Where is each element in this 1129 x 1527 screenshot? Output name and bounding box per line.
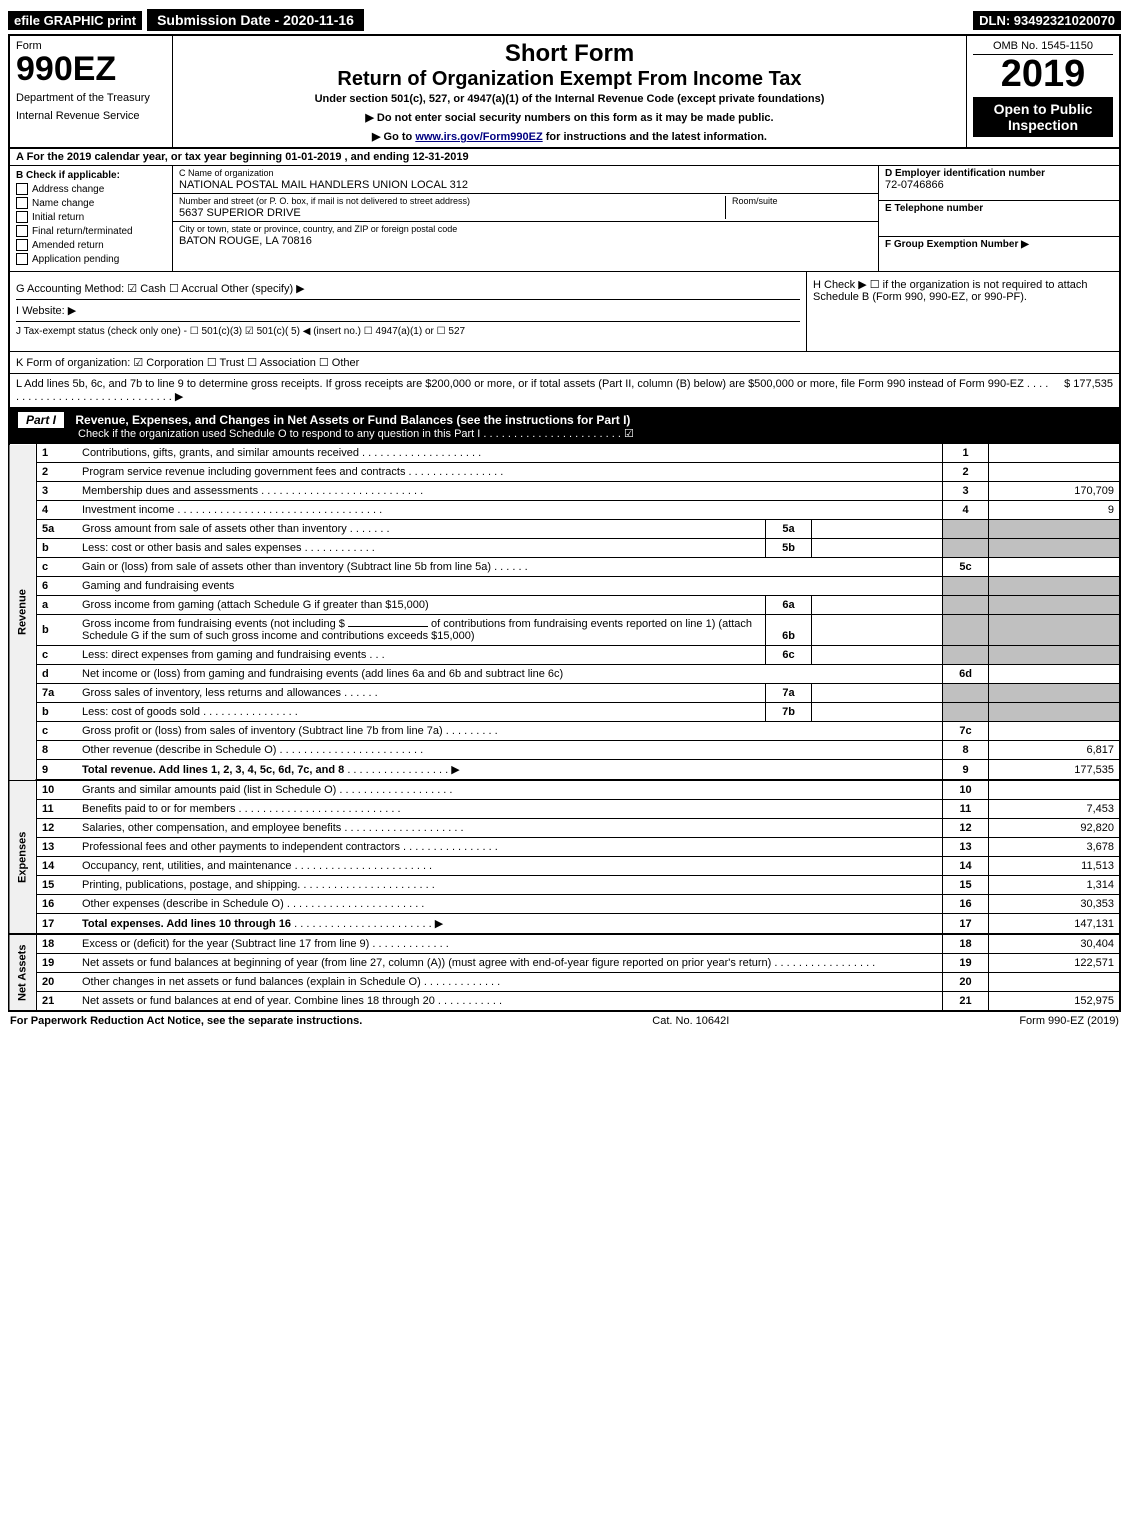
line-6c: c Less: direct expenses from gaming and …	[9, 646, 1120, 665]
beginning-net-assets-value: 122,571	[989, 954, 1121, 973]
return-title: Return of Organization Exempt From Incom…	[181, 68, 958, 91]
line-16: 16 Other expenses (describe in Schedule …	[9, 895, 1120, 914]
check-application-pending[interactable]: Application pending	[16, 253, 166, 265]
benefits-value: 7,453	[989, 800, 1121, 819]
line-7c: c Gross profit or (loss) from sales of i…	[9, 722, 1120, 741]
entity-section: B Check if applicable: Address change Na…	[8, 166, 1121, 272]
section-g: G Accounting Method: ☑ Cash ☐ Accrual Ot…	[16, 282, 800, 300]
line-8: 8 Other revenue (describe in Schedule O)…	[9, 741, 1120, 760]
ein-value: 72-0746866	[885, 179, 1113, 191]
form-id-section: Form 990EZ Department of the Treasury In…	[10, 36, 173, 147]
line-7b: b Less: cost of goods sold . . . . . . .…	[9, 703, 1120, 722]
line-9: 9 Total revenue. Add lines 1, 2, 3, 4, 5…	[9, 760, 1120, 781]
expenses-side-label: Expenses	[9, 780, 37, 934]
salaries-value: 92,820	[989, 819, 1121, 838]
form-year-section: OMB No. 1545-1150 2019 Open to Public In…	[966, 36, 1119, 147]
check-amended-return[interactable]: Amended return	[16, 239, 166, 251]
line-19: 19 Net assets or fund balances at beginn…	[9, 954, 1120, 973]
section-l-value: $ 177,535	[1058, 374, 1119, 407]
irs-label: Internal Revenue Service	[16, 110, 166, 122]
irs-link[interactable]: www.irs.gov/Form990EZ	[415, 131, 542, 143]
occupancy-value: 11,513	[989, 857, 1121, 876]
line-4: 4 Investment income . . . . . . . . . . …	[9, 501, 1120, 520]
section-i: I Website: ▶	[16, 304, 800, 322]
line-3: 3 Membership dues and assessments . . . …	[9, 482, 1120, 501]
ending-net-assets-value: 152,975	[989, 992, 1121, 1012]
line-7a: 7a Gross sales of inventory, less return…	[9, 684, 1120, 703]
revenue-side-label: Revenue	[9, 444, 37, 780]
catalog-number: Cat. No. 10642I	[652, 1015, 729, 1027]
section-k-row: K Form of organization: ☑ Corporation ☐ …	[8, 352, 1121, 374]
investment-income-value: 9	[989, 501, 1121, 520]
total-revenue-value: 177,535	[989, 760, 1121, 781]
line-11: 11 Benefits paid to or for members . . .…	[9, 800, 1120, 819]
line-20: 20 Other changes in net assets or fund b…	[9, 973, 1120, 992]
form-title-section: Short Form Return of Organization Exempt…	[173, 36, 966, 147]
other-expenses-value: 30,353	[989, 895, 1121, 914]
section-c-entity-info: C Name of organization NATIONAL POSTAL M…	[173, 166, 878, 271]
line-2: 2 Program service revenue including gove…	[9, 463, 1120, 482]
line-15: 15 Printing, publications, postage, and …	[9, 876, 1120, 895]
line-6: 6 Gaming and fundraising events	[9, 577, 1120, 596]
line-12: 12 Salaries, other compensation, and emp…	[9, 819, 1120, 838]
sections-g-through-l: G Accounting Method: ☑ Cash ☐ Accrual Ot…	[8, 272, 1121, 352]
membership-dues-value: 170,709	[989, 482, 1121, 501]
group-exemption: F Group Exemption Number ▶	[885, 239, 1113, 250]
tax-year: 2019	[973, 55, 1113, 93]
line-5b: b Less: cost or other basis and sales ex…	[9, 539, 1120, 558]
section-a-tax-year: A For the 2019 calendar year, or tax yea…	[8, 149, 1121, 166]
line-6b: b Gross income from fundraising events (…	[9, 615, 1120, 646]
total-expenses-value: 147,131	[989, 914, 1121, 935]
section-l-row: L Add lines 5b, 6c, and 7b to line 9 to …	[8, 374, 1121, 409]
printing-value: 1,314	[989, 876, 1121, 895]
check-final-return[interactable]: Final return/terminated	[16, 225, 166, 237]
open-to-public: Open to Public Inspection	[973, 97, 1113, 137]
top-bar: efile GRAPHIC print Submission Date - 20…	[8, 8, 1121, 32]
form-ref: Form 990-EZ (2019)	[1019, 1015, 1119, 1027]
org-name: NATIONAL POSTAL MAIL HANDLERS UNION LOCA…	[179, 179, 872, 191]
paperwork-notice: For Paperwork Reduction Act Notice, see …	[10, 1015, 362, 1027]
line-18: Net Assets 18 Excess or (deficit) for th…	[9, 934, 1120, 954]
org-address: 5637 SUPERIOR DRIVE	[179, 207, 725, 219]
section-k: K Form of organization: ☑ Corporation ☐ …	[10, 352, 365, 373]
part-1-table: Revenue 1 Contributions, gifts, grants, …	[8, 444, 1121, 1012]
section-b-checkboxes: B Check if applicable: Address change Na…	[10, 166, 173, 271]
other-revenue-value: 6,817	[989, 741, 1121, 760]
short-form-title: Short Form	[181, 40, 958, 68]
submission-date: Submission Date - 2020-11-16	[146, 8, 365, 32]
line-6d: d Net income or (loss) from gaming and f…	[9, 665, 1120, 684]
line-17: 17 Total expenses. Add lines 10 through …	[9, 914, 1120, 935]
line-10: Expenses 10 Grants and similar amounts p…	[9, 780, 1120, 800]
excess-deficit-value: 30,404	[989, 934, 1121, 954]
form-footer: For Paperwork Reduction Act Notice, see …	[8, 1012, 1121, 1030]
line-14: 14 Occupancy, rent, utilities, and maint…	[9, 857, 1120, 876]
line-5c: c Gain or (loss) from sale of assets oth…	[9, 558, 1120, 577]
form-number: 990EZ	[16, 52, 166, 86]
part-1-check-text: Check if the organization used Schedule …	[18, 427, 1111, 440]
section-l-text: L Add lines 5b, 6c, and 7b to line 9 to …	[10, 374, 1058, 407]
dept-treasury: Department of the Treasury	[16, 92, 166, 104]
check-initial-return[interactable]: Initial return	[16, 211, 166, 223]
part-1-header: Part I Revenue, Expenses, and Changes in…	[8, 409, 1121, 444]
instruction-ssn: ▶ Do not enter social security numbers o…	[181, 111, 958, 124]
instruction-link: ▶ Go to www.irs.gov/Form990EZ for instru…	[181, 130, 958, 143]
line-6a: a Gross income from gaming (attach Sched…	[9, 596, 1120, 615]
net-assets-side-label: Net Assets	[9, 934, 37, 1011]
efile-print-label[interactable]: efile GRAPHIC print	[8, 11, 142, 30]
check-name-change[interactable]: Name change	[16, 197, 166, 209]
telephone-label: E Telephone number	[885, 203, 1113, 214]
section-h: H Check ▶ ☐ if the organization is not r…	[813, 278, 1113, 303]
professional-fees-value: 3,678	[989, 838, 1121, 857]
check-address-change[interactable]: Address change	[16, 183, 166, 195]
ein-column: D Employer identification number 72-0746…	[878, 166, 1119, 271]
org-city: BATON ROUGE, LA 70816	[179, 235, 457, 247]
line-1: Revenue 1 Contributions, gifts, grants, …	[9, 444, 1120, 463]
line-13: 13 Professional fees and other payments …	[9, 838, 1120, 857]
section-j: J Tax-exempt status (check only one) - ☐…	[16, 326, 800, 341]
subtitle: Under section 501(c), 527, or 4947(a)(1)…	[181, 93, 958, 105]
dln: DLN: 93492321020070	[973, 11, 1121, 30]
line-5a: 5a Gross amount from sale of assets othe…	[9, 520, 1120, 539]
form-header: Form 990EZ Department of the Treasury In…	[8, 34, 1121, 149]
line-21: 21 Net assets or fund balances at end of…	[9, 992, 1120, 1012]
